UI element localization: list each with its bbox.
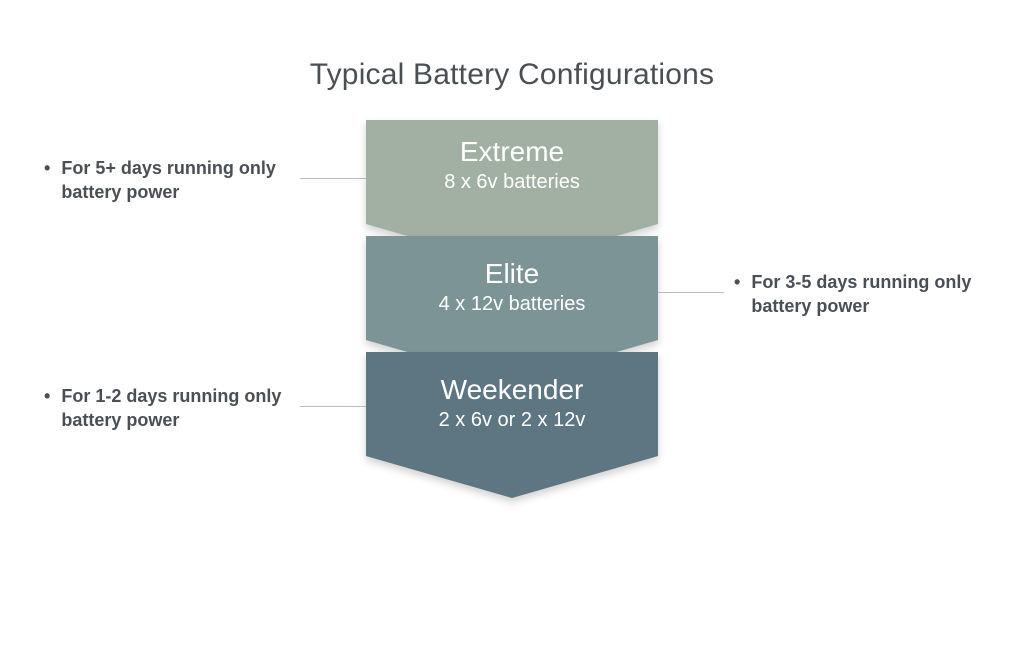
connector-weekender bbox=[300, 406, 366, 407]
bullet-icon: • bbox=[44, 384, 50, 408]
bullet-icon: • bbox=[44, 156, 50, 180]
connector-elite bbox=[658, 292, 724, 293]
annotation-extreme: • For 5+ days running only battery power bbox=[44, 156, 321, 205]
annotation-elite: • For 3-5 days running only battery powe… bbox=[734, 270, 1011, 319]
tier-weekender: Weekender 2 x 6v or 2 x 12v bbox=[366, 352, 658, 498]
annotation-weekender-text: For 1-2 days running only battery power bbox=[61, 384, 321, 433]
tier-stack: Extreme 8 x 6v batteries Elite 4 x 12v b… bbox=[366, 120, 658, 498]
annotation-weekender: • For 1-2 days running only battery powe… bbox=[44, 384, 321, 433]
annotation-extreme-text: For 5+ days running only battery power bbox=[61, 156, 321, 205]
connector-extreme bbox=[300, 178, 366, 179]
annotation-elite-text: For 3-5 days running only battery power bbox=[751, 270, 1011, 319]
page-title: Typical Battery Configurations bbox=[0, 58, 1024, 92]
bullet-icon: • bbox=[734, 270, 740, 294]
tier-weekender-shape bbox=[366, 352, 658, 498]
